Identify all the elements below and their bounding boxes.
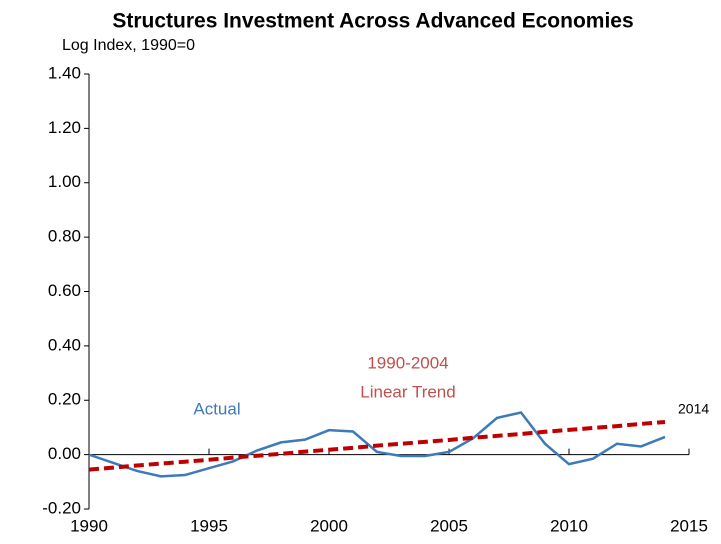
y-axis-label: Log Index, 1990=0 — [62, 37, 195, 54]
x-tick-label: 2015 — [670, 516, 708, 535]
x-tick-label: 2010 — [550, 516, 588, 535]
y-tick-label: 0.40 — [48, 335, 81, 354]
y-tick-label: 1.20 — [48, 118, 81, 137]
y-tick-label: -0.20 — [42, 498, 81, 517]
y-tick-label: 1.40 — [48, 63, 81, 82]
y-tick-label: 1.00 — [48, 172, 81, 191]
annotation: 1990-2004 — [367, 353, 448, 372]
x-tick-label: 2005 — [430, 516, 468, 535]
annotation: Actual — [193, 399, 240, 418]
x-tick-label: 2000 — [310, 516, 348, 535]
y-tick-label: 0.60 — [48, 281, 81, 300]
series-line — [88, 411, 666, 478]
annotation: Linear Trend — [360, 382, 455, 401]
x-tick-label: 1990 — [70, 516, 108, 535]
chart-title: Structures Investment Across Advanced Ec… — [112, 10, 633, 33]
y-tick-label: 0.20 — [48, 390, 81, 409]
series-line — [88, 420, 666, 472]
x-tick-label: 1995 — [190, 516, 228, 535]
y-tick-label: 0.00 — [48, 444, 81, 463]
annotation: 2014 — [678, 401, 709, 417]
y-tick-label: 0.80 — [48, 227, 81, 246]
